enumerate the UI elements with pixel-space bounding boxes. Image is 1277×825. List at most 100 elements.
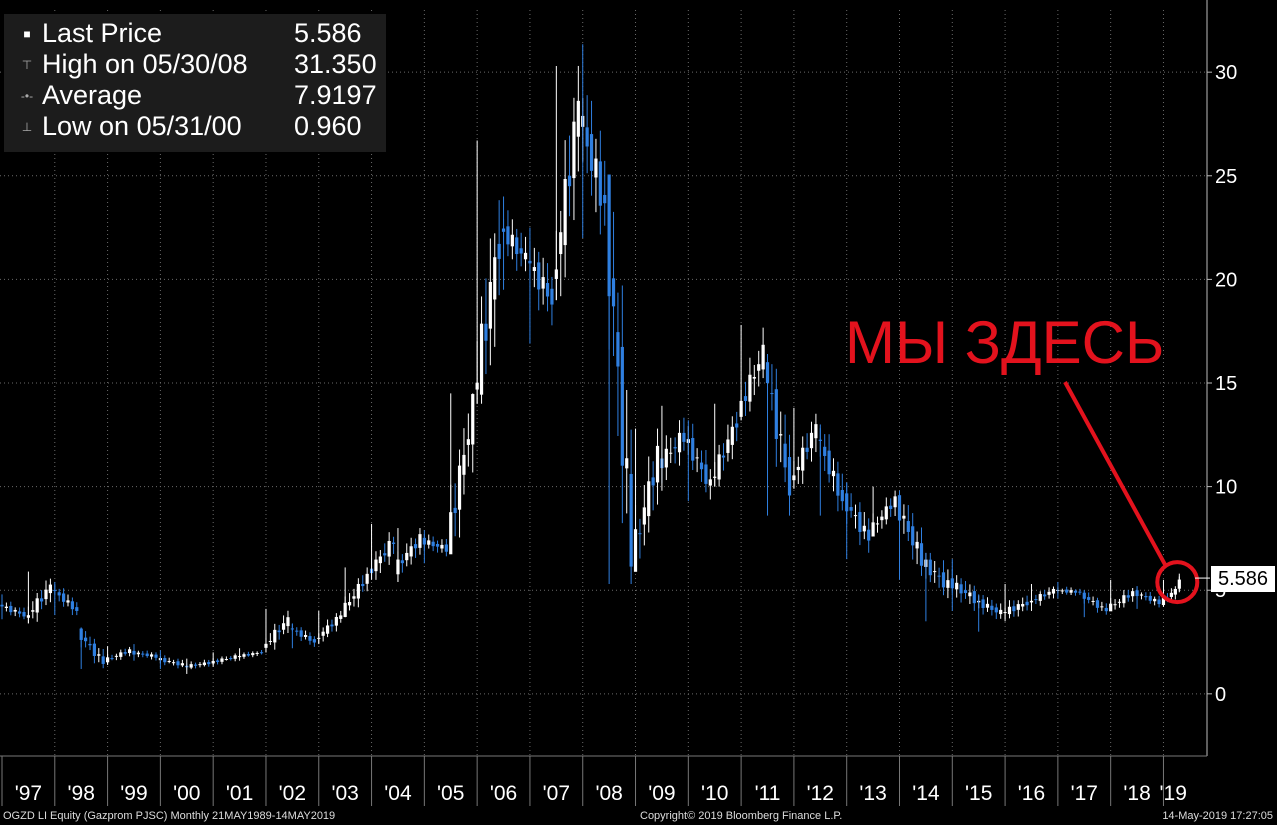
candle-body xyxy=(1169,592,1173,597)
x-tick-label: '18 xyxy=(1123,782,1150,805)
candle-body xyxy=(1021,603,1025,607)
x-tick-label: '04 xyxy=(384,782,412,805)
candle-body xyxy=(796,466,800,471)
candle-body xyxy=(770,393,774,395)
square-icon: ■ xyxy=(23,27,31,41)
candle-body xyxy=(682,432,686,442)
candle-body xyxy=(39,598,44,602)
candle-body xyxy=(858,512,862,532)
candle-body xyxy=(435,543,440,547)
candle-body xyxy=(567,175,572,187)
candle-body xyxy=(933,571,937,573)
candle-body xyxy=(955,582,959,590)
y-tick-label: 10 xyxy=(1215,477,1237,499)
candle-body xyxy=(321,631,325,636)
x-tick-label: '06 xyxy=(490,782,517,805)
legend-row-high: ⊤ High on 05/30/08 31.350 xyxy=(4,49,386,80)
candle-body xyxy=(92,643,96,656)
current-price-marker xyxy=(1063,381,1210,605)
candle-body xyxy=(13,609,17,612)
candle-body xyxy=(110,658,114,660)
x-tick-label: '13 xyxy=(859,782,886,805)
candle-body xyxy=(391,542,396,544)
candle-body xyxy=(418,534,422,548)
candle-body xyxy=(801,447,805,471)
candle-body xyxy=(743,396,748,401)
candle-body xyxy=(281,623,286,630)
legend-row-average: -•- Average 7.9197 xyxy=(4,80,386,111)
x-tick-label: '07 xyxy=(543,782,570,805)
candle-body xyxy=(48,584,52,594)
candle-body xyxy=(726,439,730,453)
candle-body xyxy=(1065,589,1069,593)
candle-body xyxy=(519,248,523,254)
candle-body xyxy=(347,602,352,606)
candle-body xyxy=(1091,600,1095,602)
candle-body xyxy=(149,654,154,657)
candle-body xyxy=(893,496,897,508)
candle-body xyxy=(875,523,880,525)
candle-body xyxy=(1012,606,1016,612)
candle-body xyxy=(431,541,435,547)
candle-body xyxy=(273,629,277,643)
annotation-arrow-line xyxy=(1063,381,1168,567)
candle-body xyxy=(642,507,646,525)
candle-body xyxy=(75,607,79,611)
candle-body xyxy=(1078,591,1082,593)
candle-body xyxy=(673,447,677,449)
candle-body xyxy=(466,439,470,445)
legend-high-value: 31.350 xyxy=(294,49,377,79)
candle-body xyxy=(444,544,448,552)
candle-body xyxy=(1157,599,1161,605)
candle-body xyxy=(405,552,409,561)
candle-body xyxy=(330,624,334,627)
candle-body xyxy=(783,443,787,468)
candle-body xyxy=(972,591,976,604)
candle-body xyxy=(1104,607,1108,612)
candle-body xyxy=(611,278,616,307)
candle-body xyxy=(774,389,778,439)
candle-body xyxy=(163,658,167,663)
candle-body xyxy=(867,529,871,541)
legend-high-label: High on 05/30/08 xyxy=(42,49,248,79)
last-price-tag: 5.586 xyxy=(1211,566,1275,592)
candle-body xyxy=(246,654,250,656)
candle-body xyxy=(999,609,1003,615)
candle-body xyxy=(488,281,492,329)
candle-body xyxy=(831,470,836,477)
candle-body xyxy=(655,445,660,483)
candle-body xyxy=(1126,595,1130,598)
x-tick-label: '02 xyxy=(279,782,306,805)
candle-body xyxy=(809,432,814,449)
candle-body xyxy=(220,658,224,662)
candle-body xyxy=(981,599,985,608)
y-axis: 051015202530 xyxy=(1206,0,1237,756)
x-tick-label: '99 xyxy=(120,782,147,805)
candle-body xyxy=(1139,594,1144,596)
candle-body xyxy=(70,601,74,610)
candle-body xyxy=(616,332,620,367)
candle-body xyxy=(862,525,866,532)
candle-body xyxy=(484,323,488,341)
candle-body xyxy=(176,661,180,666)
candle-body xyxy=(101,656,105,664)
candle-body xyxy=(985,603,990,608)
candle-body xyxy=(303,635,308,637)
candle-body xyxy=(1047,591,1051,595)
candle-body xyxy=(154,654,158,658)
candle-body xyxy=(308,636,312,641)
candle-body xyxy=(937,575,941,577)
candlestick-series xyxy=(0,44,1181,674)
candle-body xyxy=(198,664,202,666)
candle-body xyxy=(31,610,35,612)
candle-body xyxy=(493,257,497,300)
footer-security-info: OGZD LI Equity (Gazprom PJSC) Monthly 21… xyxy=(3,810,336,822)
candle-body xyxy=(427,540,431,545)
candle-body xyxy=(413,544,418,549)
candle-body xyxy=(928,559,932,576)
candle-body xyxy=(1131,591,1135,597)
candle-body xyxy=(356,583,360,599)
high-tick-icon: ⊤ xyxy=(21,58,33,72)
candle-body xyxy=(629,473,633,567)
